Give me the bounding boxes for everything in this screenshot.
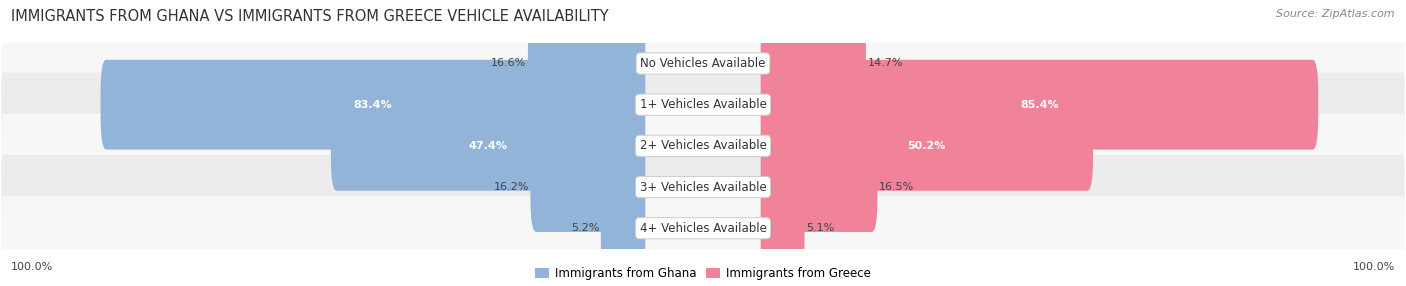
FancyBboxPatch shape (1, 155, 1405, 219)
Text: 5.1%: 5.1% (806, 223, 834, 233)
Legend: Immigrants from Ghana, Immigrants from Greece: Immigrants from Ghana, Immigrants from G… (536, 267, 870, 280)
FancyBboxPatch shape (101, 60, 645, 150)
FancyBboxPatch shape (600, 183, 645, 273)
Text: 83.4%: 83.4% (354, 100, 392, 110)
Text: IMMIGRANTS FROM GHANA VS IMMIGRANTS FROM GREECE VEHICLE AVAILABILITY: IMMIGRANTS FROM GHANA VS IMMIGRANTS FROM… (11, 9, 609, 23)
Text: 4+ Vehicles Available: 4+ Vehicles Available (640, 222, 766, 235)
Text: 3+ Vehicles Available: 3+ Vehicles Available (640, 180, 766, 194)
Text: 85.4%: 85.4% (1021, 100, 1059, 110)
FancyBboxPatch shape (1, 73, 1405, 137)
FancyBboxPatch shape (761, 183, 804, 273)
Text: 16.6%: 16.6% (491, 59, 526, 68)
FancyBboxPatch shape (530, 142, 645, 232)
FancyBboxPatch shape (1, 196, 1405, 260)
FancyBboxPatch shape (527, 19, 645, 108)
Text: 16.5%: 16.5% (879, 182, 914, 192)
Text: 100.0%: 100.0% (1353, 262, 1395, 272)
Text: 14.7%: 14.7% (868, 59, 903, 68)
Text: 5.2%: 5.2% (571, 223, 599, 233)
Text: 47.4%: 47.4% (468, 141, 508, 151)
Text: Source: ZipAtlas.com: Source: ZipAtlas.com (1277, 9, 1395, 19)
FancyBboxPatch shape (761, 60, 1319, 150)
Text: 16.2%: 16.2% (494, 182, 529, 192)
FancyBboxPatch shape (761, 142, 877, 232)
Text: 2+ Vehicles Available: 2+ Vehicles Available (640, 139, 766, 152)
FancyBboxPatch shape (330, 101, 645, 191)
FancyBboxPatch shape (1, 31, 1405, 96)
Text: No Vehicles Available: No Vehicles Available (640, 57, 766, 70)
Text: 1+ Vehicles Available: 1+ Vehicles Available (640, 98, 766, 111)
Text: 50.2%: 50.2% (908, 141, 946, 151)
FancyBboxPatch shape (761, 101, 1092, 191)
FancyBboxPatch shape (761, 19, 866, 108)
Text: 100.0%: 100.0% (11, 262, 53, 272)
FancyBboxPatch shape (1, 114, 1405, 178)
